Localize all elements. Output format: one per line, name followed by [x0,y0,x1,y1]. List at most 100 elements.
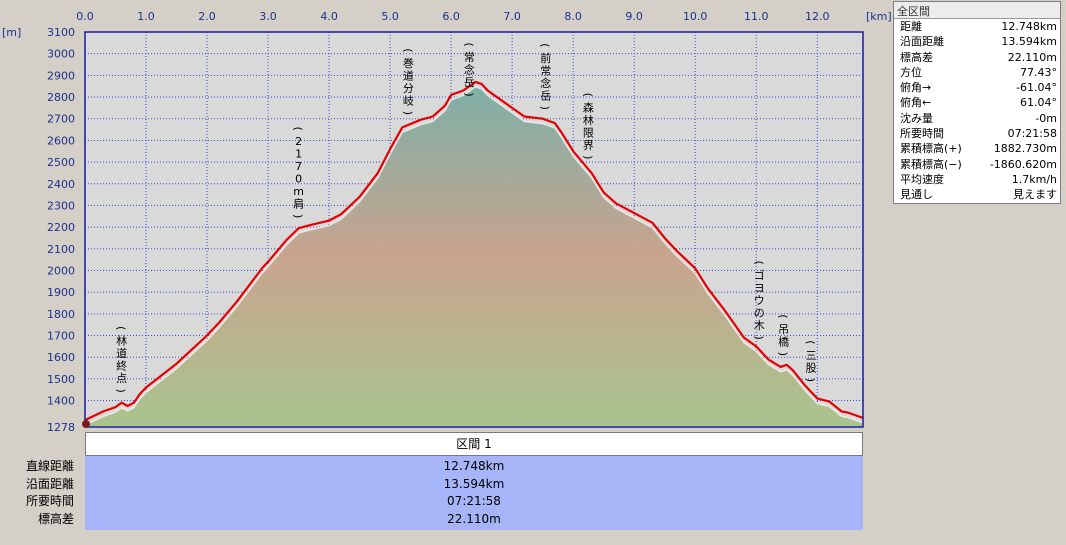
waypoint-label-char: 肩 [293,197,304,211]
stats-label: 累積標高(+) [900,142,962,156]
x-tick-label: 12.0 [805,10,830,23]
stats-row: 沈み量 -0m [894,111,1060,126]
stats-value: 見えます [1013,188,1057,202]
waypoint-label-char: の [754,307,765,320]
stats-row: 沿面距離 13.594km [894,34,1060,49]
x-tick-label: 7.0 [503,10,521,23]
waypoint-label-char: ( [804,340,817,344]
stats-row: 累積標高(−) -1860.620m [894,157,1060,172]
stats-label: 所要時間 [900,127,944,141]
waypoint-label-char: 前 [540,51,551,65]
y-tick-label: 1400 [47,395,75,408]
waypoint-label-char: ) [581,155,594,159]
waypoint-label-char: ) [777,352,790,356]
y-tick-label: 1278 [47,421,75,432]
x-unit-label: [km] [866,10,892,23]
y-tick-label: 1700 [47,330,75,343]
waypoint-label-char: 終 [116,359,127,373]
y-unit-label: [m] [2,26,21,39]
stats-label: 累積標高(−) [900,157,962,171]
stats-panel-title: 全区間 [894,2,1060,19]
y-tick-label: 2900 [47,69,75,82]
waypoint-label-char: ( [115,326,128,330]
y-tick-label: 1900 [47,286,75,299]
stats-panel: 全区間 距離 12.748km 沿面距離 13.594km 標高差 22.110m 方位 77… [893,1,1061,204]
waypoint-label-char: 吊 [778,323,789,336]
y-tick-label: 1800 [47,308,75,321]
stats-label: 見通し [900,188,933,202]
stats-row: 距離 12.748km [894,19,1060,34]
waypoint-label-char: 森 [583,100,594,114]
stats-row: 見通し 見えます [894,187,1060,202]
y-tick-label: 3000 [47,48,75,61]
waypoint-label-char: 念 [540,76,551,90]
y-tick-label: 2800 [47,91,75,104]
stats-value: 13.594km [1001,35,1057,49]
y-tick-label: 2500 [47,156,75,169]
y-tick-label: 2400 [47,178,75,191]
waypoint-label-char: 常 [464,51,475,64]
waypoint-label-char: 1 [295,148,302,161]
waypoint-label-char: ( [581,93,594,97]
summary-label: 標高差 [37,511,74,526]
x-tick-label: 4.0 [320,10,338,23]
summary-value: 07:21:58 [447,494,501,508]
stats-label: 沈み量 [900,111,933,125]
waypoint-label-char: 念 [464,63,475,77]
waypoint-label-char: 界 [583,139,594,152]
waypoint-label-char: 岳 [464,76,475,89]
waypoint-label-char: m [293,185,304,198]
waypoint-label-char: ( [752,260,765,264]
stats-row: 俯角← 61.04° [894,95,1060,110]
section-header[interactable]: 区間 1 [85,432,863,456]
waypoint-label-char: 橋 [778,334,789,348]
waypoint-label-char: 点 [116,372,127,385]
waypoint-label-char: 岐 [403,94,414,107]
start-marker [82,420,90,428]
stats-row: 平均速度 1.7km/h [894,172,1060,187]
stats-label: 俯角← [900,96,932,110]
waypoint-label-char: ( [539,43,552,47]
x-tick-label: 11.0 [744,10,769,23]
stats-value: -0m [1035,111,1057,125]
x-tick-label: 1.0 [137,10,155,23]
waypoint-label: (常念岳)常念岳 [462,42,475,96]
y-tick-label: 2000 [47,264,75,277]
waypoint-label-char: ) [292,214,305,218]
stats-value: 07:21:58 [1007,127,1057,141]
waypoint-label-char: 道 [403,68,414,82]
section-body [85,456,863,530]
summary-row: 標高差 22.110m [0,511,866,527]
waypoint-label-char: ( [462,42,475,46]
waypoint-label-char: 股 [806,361,817,374]
waypoint-label-char: 2 [295,135,302,148]
x-tick-label: 8.0 [564,10,582,23]
y-tick-label: 1600 [47,351,75,364]
stats-value: 12.748km [1001,20,1057,33]
waypoint-label-char: ( [292,127,305,131]
elevation-profile-chart: 0.0 1.0 2.0 3.0 4.0 5.0 6.0 7.0 8.0 9.0 10.0 11.0 12… [2,10,892,432]
stats-label: 距離 [900,20,922,33]
stats-value: 1882.730m [993,142,1057,156]
waypoint-label-char: ) [752,335,765,339]
waypoint-label-char: 木 [754,319,765,332]
waypoint-label-char: ) [401,111,414,115]
y-tick-label: 3100 [47,26,75,39]
waypoint-label-char: ヨ [754,282,765,295]
y-tick-label: 1500 [47,373,75,386]
stats-label: 方位 [900,65,922,79]
summary-value: 22.110m [447,511,501,526]
waypoint-label-char: 道 [116,346,127,360]
stats-value: 77.43° [1020,65,1057,79]
waypoint-label: (三股)三股 [804,340,817,382]
stats-row: 方位 77.43° [894,65,1060,80]
waypoint-label-char: ゴ [754,268,765,282]
stats-row: 俯角→ -61.04° [894,80,1060,95]
stats-value: 22.110m [1007,50,1057,64]
waypoint-label-char: 常 [540,64,551,77]
summary-label: 所要時間 [25,494,74,508]
plot-border [84,31,864,428]
